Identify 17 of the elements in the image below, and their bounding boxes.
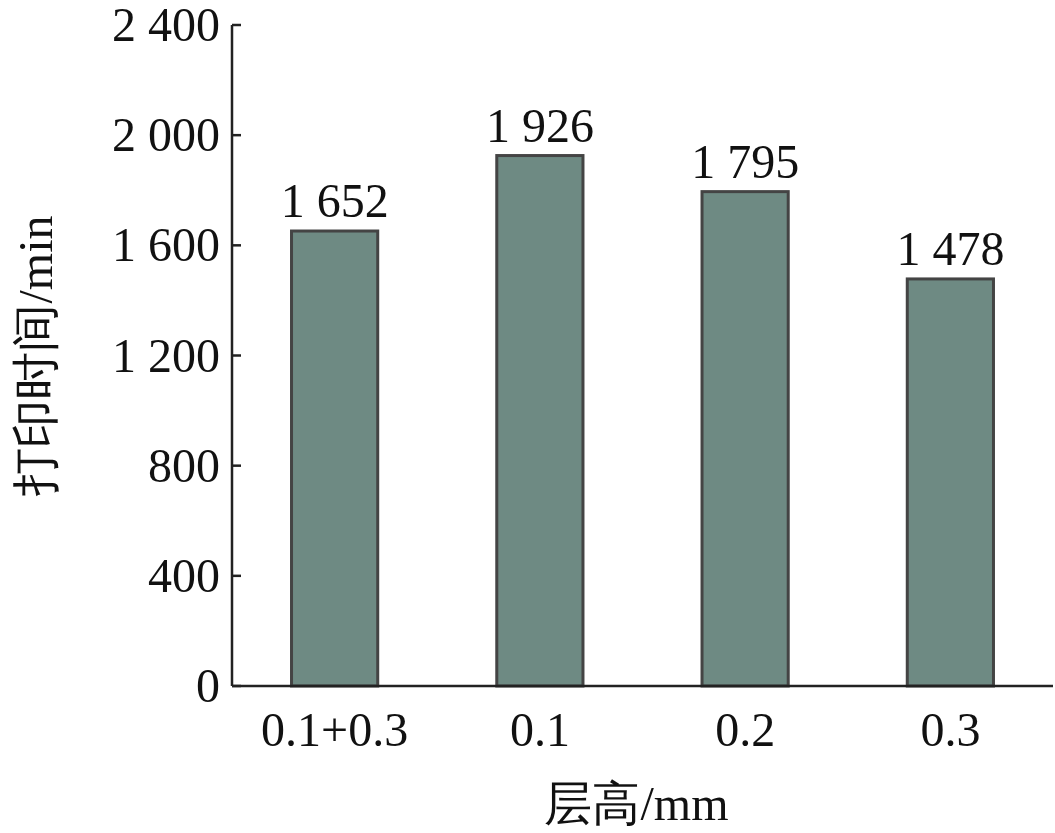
y-tick-label: 1 200	[112, 328, 220, 382]
y-tick-label: 800	[148, 438, 220, 492]
y-tick-label: 400	[148, 548, 220, 602]
x-axis-title: 层高/mm	[544, 777, 729, 830]
x-tick-label: 0.2	[715, 703, 776, 756]
x-tick-label: 0.3	[920, 703, 981, 756]
y-tick-label: 2 000	[112, 108, 220, 162]
data-label: 1 478	[896, 221, 1005, 275]
data-label: 1 926	[485, 98, 594, 152]
y-axis-title: 打印时间/min	[9, 215, 62, 497]
data-label: 1 795	[691, 134, 800, 188]
x-tick-label: 0.1+0.3	[261, 703, 409, 756]
y-tick-label: 2 400	[112, 0, 220, 51]
y-tick-label: 1 600	[112, 218, 220, 272]
data-label: 1 652	[280, 174, 389, 228]
x-tick-label: 0.1	[509, 703, 570, 756]
y-tick-label: 0	[196, 659, 220, 712]
